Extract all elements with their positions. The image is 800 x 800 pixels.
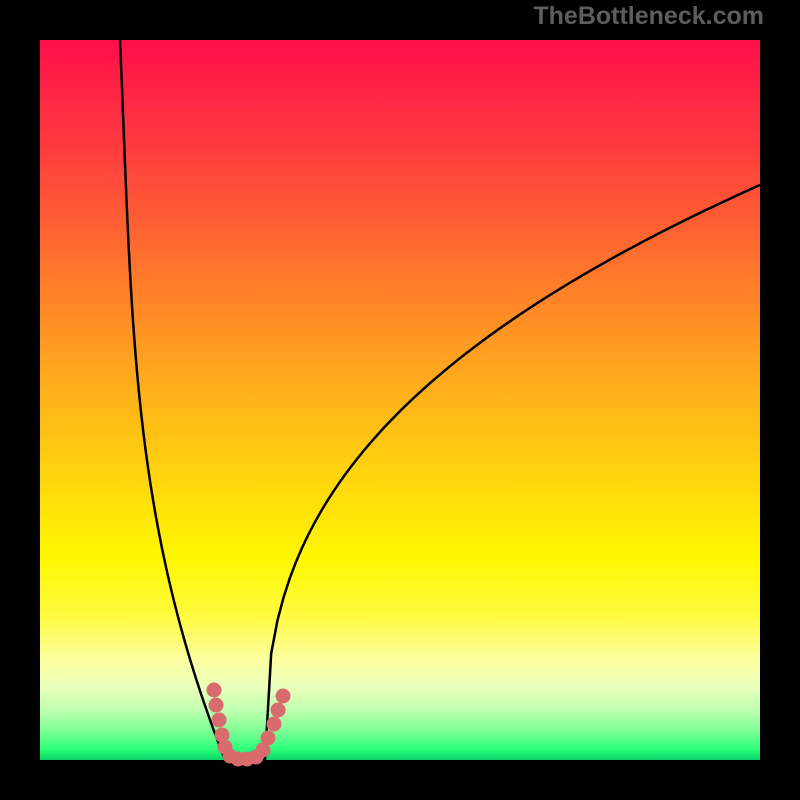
watermark-text: TheBottleneck.com (533, 2, 764, 31)
chart-container: TheBottleneck.com (0, 0, 800, 800)
plot-area (40, 40, 760, 760)
